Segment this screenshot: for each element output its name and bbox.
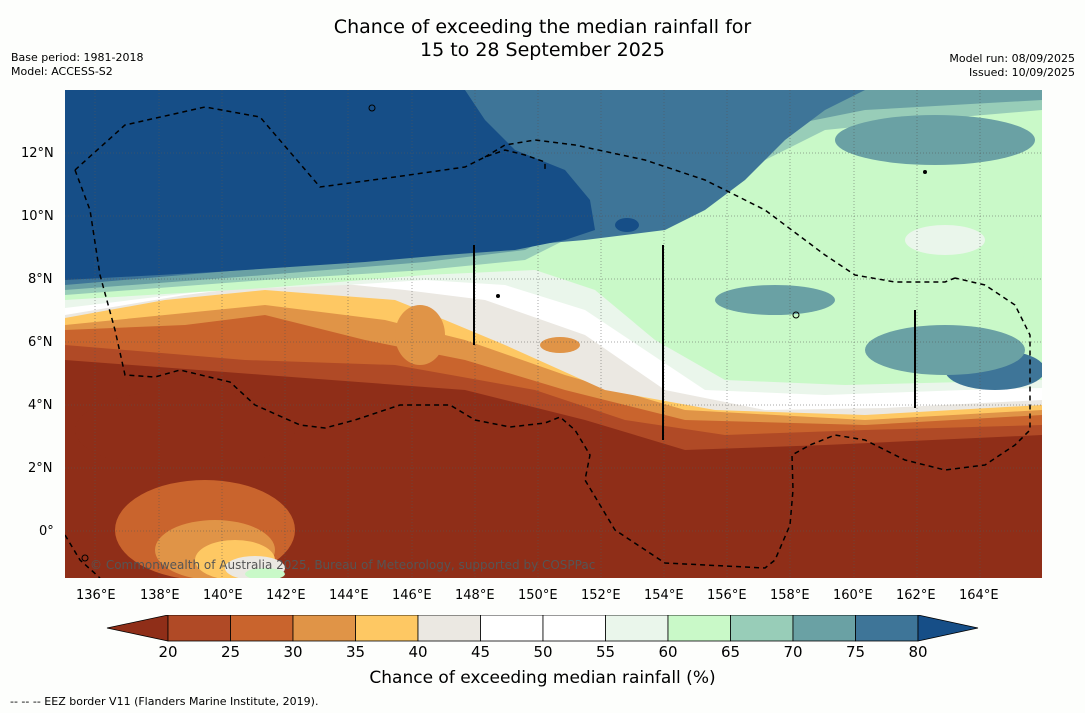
lat-label-10n: 10°N <box>21 209 54 224</box>
lon-label-140e: 140°E <box>203 588 243 603</box>
map-title-line-1: Chance of exceeding the median rainfall … <box>333 16 752 38</box>
patch-slate-east <box>835 115 1035 165</box>
colorbar-tick-label: 35 <box>345 643 366 661</box>
eez-border-west-2 <box>74 169 1031 569</box>
lon-label-164e: 164°E <box>959 588 999 603</box>
graticule <box>65 90 1042 578</box>
lat-label-2n: 2°N <box>28 461 53 476</box>
lon-label-148e: 148°E <box>455 588 495 603</box>
colorbar-segment <box>230 615 294 642</box>
colorbar-segment <box>605 615 669 642</box>
lon-label-160e: 160°E <box>833 588 873 603</box>
island-4 <box>923 170 927 174</box>
patch-teal-mid <box>865 325 1025 375</box>
copyright-credit: © Commonwealth of Australia 2025, Bureau… <box>90 558 596 572</box>
map-canvas <box>65 90 1042 578</box>
patch-green-east-2 <box>735 190 835 270</box>
patch-teal-center <box>715 285 835 315</box>
island-2 <box>792 311 800 319</box>
colorbar-segment <box>480 615 544 642</box>
colorbar-segment <box>355 615 419 642</box>
colorbar-tick-label: 60 <box>658 643 678 661</box>
base-period-text: Base period: 1981-2018 <box>11 51 144 64</box>
lon-label-138e: 138°E <box>140 588 180 603</box>
lon-label-154e: 154°E <box>644 588 684 603</box>
colorbar-segment <box>667 615 731 642</box>
patch-green-south <box>245 568 285 578</box>
lon-label-144e: 144°E <box>329 588 369 603</box>
island-3 <box>496 294 500 298</box>
colorbar-tick-label: 50 <box>533 643 553 661</box>
lon-label-142e: 142°E <box>266 588 306 603</box>
colorbar-tick-label: 40 <box>408 643 428 661</box>
colorbar-tick-label: 30 <box>283 643 303 661</box>
colorbar-tick-label: 20 <box>158 643 178 661</box>
colorbar-segment <box>417 615 481 642</box>
lat-label-12n: 12°N <box>21 146 54 161</box>
colorbar-segment <box>730 615 794 642</box>
lon-label-136e: 136°E <box>76 588 116 603</box>
eez-border-south-west <box>65 534 101 578</box>
patch-lightgreen-east <box>905 225 985 255</box>
model-text: Model: ACCESS-S2 <box>11 65 113 78</box>
colorbar-over-arrow <box>917 615 979 642</box>
lon-label-152e: 152°E <box>581 588 621 603</box>
lat-label-4n: 4°N <box>28 398 53 413</box>
patch-dry-west <box>75 390 295 470</box>
island-1 <box>368 104 376 112</box>
eez-border-west <box>74 106 546 188</box>
colorbar-segment <box>167 615 231 642</box>
issued-text: Issued: 10/09/2025 <box>968 66 1075 79</box>
colorbar-segment <box>542 615 606 642</box>
lon-label-156e: 156°E <box>707 588 747 603</box>
colorbar-tick-label: 70 <box>783 643 803 661</box>
model-run-text: Model run: 08/09/2025 <box>949 52 1075 65</box>
lat-label-0: 0° <box>39 524 54 539</box>
eez-footnote: -- -- -- EEZ border V11 (Flanders Marine… <box>10 695 319 708</box>
patch-orange-mid <box>395 305 445 365</box>
lat-label-6n: 6°N <box>28 335 53 350</box>
colorbar-under-arrow <box>106 615 169 642</box>
patch-wet-small <box>615 218 639 232</box>
lon-label-146e: 146°E <box>392 588 432 603</box>
colorbar-tick-label: 80 <box>908 643 928 661</box>
map-title-line-2: 15 to 28 September 2025 <box>420 39 665 61</box>
colorbar-tick-label: 25 <box>220 643 241 661</box>
lon-label-158e: 158°E <box>770 588 810 603</box>
colorbar-segment <box>792 615 856 642</box>
colorbar <box>106 615 979 642</box>
colorbar-segment <box>855 615 919 642</box>
lat-label-8n: 8°N <box>28 272 53 287</box>
colorbar-tick-label: 55 <box>595 643 616 661</box>
lon-label-162e: 162°E <box>896 588 936 603</box>
forecast-map <box>65 90 1042 578</box>
colorbar-segment <box>292 615 356 642</box>
lon-label-150e: 150°E <box>518 588 558 603</box>
colorbar-title: Chance of exceeding median rainfall (%) <box>369 668 716 688</box>
colorbar-tick-label: 45 <box>470 643 491 661</box>
patch-orange-mid-2 <box>540 337 580 353</box>
colorbar-tick-label: 75 <box>845 643 866 661</box>
island-5 <box>81 554 89 562</box>
colorbar-tick-label: 65 <box>720 643 741 661</box>
